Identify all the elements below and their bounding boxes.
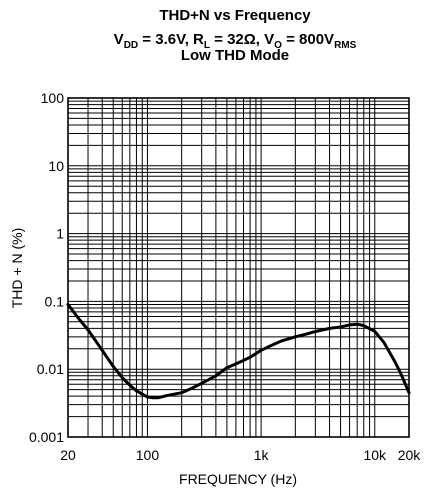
x-tick-label: 10k xyxy=(363,447,387,463)
y-tick-label: 0.001 xyxy=(29,429,64,445)
title-line-2: VDD = 3.6V, RL = 32Ω, VO = 800VRMS xyxy=(114,31,357,51)
chart-title: THD+N vs Frequency VDD = 3.6V, RL = 32Ω,… xyxy=(114,7,357,64)
x-tick-label: 20k xyxy=(398,447,422,463)
grid-lines xyxy=(68,98,409,437)
title-line-3: Low THD Mode xyxy=(181,47,289,64)
x-axis-label: FREQUENCY (Hz) xyxy=(179,471,297,487)
y-tick-label: 0.1 xyxy=(45,293,65,309)
y-tick-labels: 0.001 0.01 0.1 1 10 100 xyxy=(29,90,64,445)
y-tick-label: 10 xyxy=(48,158,64,174)
plot-frame xyxy=(67,97,410,438)
thdn-curve-line xyxy=(66,303,411,400)
x-tick-label: 1k xyxy=(254,447,270,463)
title-line-1: THD+N vs Frequency xyxy=(159,7,311,24)
x-tick-label: 100 xyxy=(136,447,160,463)
y-tick-label: 100 xyxy=(41,90,65,106)
y-tick-label: 1 xyxy=(56,226,64,242)
y-tick-label: 0.01 xyxy=(37,361,64,377)
y-axis-label: THD + N (%) xyxy=(9,228,25,309)
x-tick-label: 20 xyxy=(60,447,76,463)
x-tick-labels: 20 100 1k 10k 20k xyxy=(60,447,421,463)
